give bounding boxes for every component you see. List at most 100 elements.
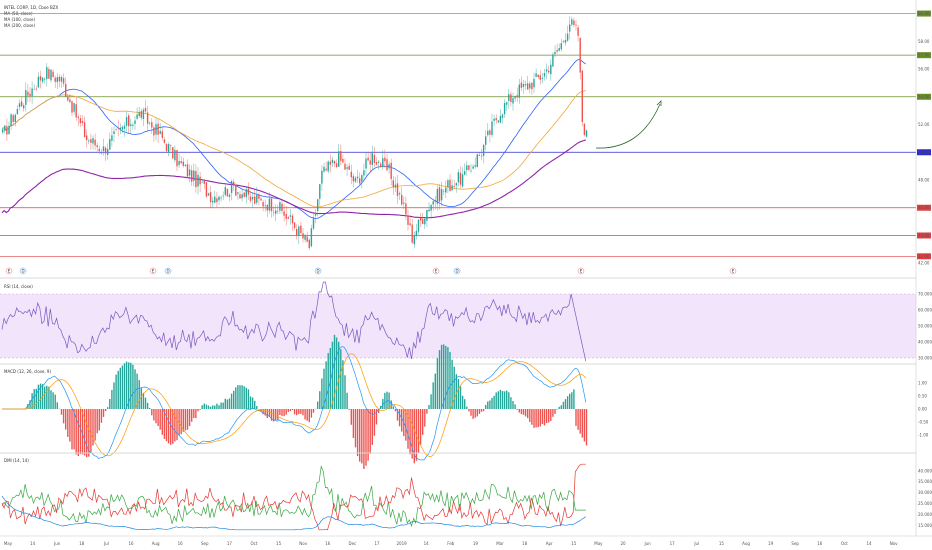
time-tick-label: 18	[79, 541, 85, 546]
macd-hist-bar	[54, 394, 56, 409]
candle-body	[434, 200, 436, 202]
macd-hist-bar	[501, 390, 504, 409]
macd-line	[2, 345, 587, 461]
macd-hist-bar	[134, 369, 136, 409]
macd-hist-bar	[449, 351, 451, 409]
macd-hist-bar	[419, 409, 422, 445]
macd-hist-bar	[455, 374, 457, 409]
price-axis[interactable]: 58.00 56.00 54.00 52.00 50.00 48.00 46.00 44.00…	[917, 10, 932, 528]
macd-hist-bar	[29, 400, 31, 409]
macd-hist-bar	[533, 409, 535, 428]
macd-hist-bar	[115, 374, 117, 409]
dmi-tick-label: 15.0000	[918, 523, 932, 528]
candle-body	[285, 214, 287, 219]
macd-hist-bar	[230, 393, 233, 409]
macd-hist-bar	[285, 409, 287, 415]
dmi-title: DMI (14, 14)	[4, 458, 29, 463]
macd-hist-bar	[386, 391, 388, 409]
candle-body	[275, 210, 277, 214]
macd-hist-bar	[140, 387, 142, 409]
candle-body	[130, 124, 132, 126]
macd-hist-bar	[65, 409, 67, 430]
macd-hist-bar	[382, 399, 384, 409]
macd-hist-bar	[304, 409, 306, 420]
macd-hist-bar	[298, 409, 300, 415]
time-tick-label: 14	[30, 541, 36, 546]
time-tick-label: Apr	[546, 541, 553, 546]
candle-body	[270, 198, 273, 212]
event-marker-label: D	[166, 269, 169, 274]
macd-hist-bar	[172, 409, 174, 444]
candle-body	[327, 161, 329, 172]
rsi-pane[interactable]: RSI (14, close)	[0, 281, 916, 362]
time-axis[interactable]: May 14 Jun 18 Jul 16 Aug 16 Sep 17 Oct 15 Nov 16 Dec 17…	[4, 541, 898, 546]
candle-body	[65, 84, 67, 97]
candle-body	[12, 115, 14, 123]
candle-body	[193, 170, 195, 181]
candle-body	[348, 165, 350, 170]
forecast-arrow-head	[656, 100, 662, 106]
macd-hist-bar	[575, 409, 577, 426]
macd-hist-bar	[270, 409, 273, 421]
candle-body	[18, 103, 21, 108]
candle-body	[468, 165, 470, 170]
macd-hist-bar	[405, 409, 407, 441]
macd-hist-bar	[407, 409, 409, 449]
macd-hist-bar	[482, 409, 485, 412]
macd-hist-bar	[291, 409, 294, 411]
macd-hist-bar	[445, 345, 447, 409]
candle-body	[545, 69, 548, 72]
dmi-pane[interactable]: DMI (14, 14)	[1, 458, 586, 531]
macd-hist-bar	[220, 402, 222, 409]
macd-hist-bar	[436, 358, 439, 409]
candle-body	[432, 201, 434, 205]
candle-body	[182, 161, 184, 166]
candle-body	[554, 52, 556, 55]
rsi-tick-label: 40.0000	[918, 340, 932, 345]
macd-hist-bar	[543, 409, 546, 426]
candle-body	[489, 130, 491, 135]
candle-body	[291, 215, 294, 224]
candle-body	[514, 96, 516, 99]
time-tick-label: 17	[227, 541, 233, 546]
macd-hist-bar	[90, 409, 92, 453]
candle-body	[94, 139, 96, 146]
candle-body	[466, 165, 468, 171]
candle-body	[464, 171, 466, 175]
macd-hist-bar	[146, 402, 149, 409]
macd-hist-bar	[323, 368, 325, 409]
macd-hist-bar	[447, 347, 449, 409]
candle-body	[239, 194, 241, 199]
macd-hist-bar	[256, 405, 258, 409]
macd-hist-bar	[508, 392, 510, 409]
macd-hist-bar	[476, 409, 478, 417]
time-tick-label: Aug	[742, 541, 750, 546]
macd-hist-bar	[247, 389, 250, 409]
macd-hist-bar	[308, 409, 310, 423]
candle-body	[161, 131, 163, 138]
candle-body	[388, 164, 390, 169]
macd-hist-bar	[394, 409, 397, 412]
macd-hist-bar	[296, 409, 298, 416]
candle-body	[411, 224, 413, 243]
macd-hist-bar	[340, 349, 342, 409]
candle-body	[340, 151, 342, 161]
time-tick-label: Jun	[643, 541, 651, 546]
candle-body	[237, 192, 239, 194]
time-tick-label: 16	[817, 541, 823, 546]
candle-body	[424, 218, 426, 225]
macd-hist-bar	[48, 386, 50, 409]
macd-hist-bar	[464, 399, 466, 409]
level-badge	[917, 52, 931, 59]
candle-body	[478, 154, 481, 156]
macd-pane[interactable]: MACD (12, 26, close, 9)	[2, 334, 588, 469]
candle-body	[174, 149, 176, 161]
candle-body	[363, 170, 365, 176]
candle-body	[367, 157, 369, 161]
macd-hist-bar	[31, 393, 33, 409]
candle-body	[485, 136, 487, 145]
candle-body	[199, 176, 201, 185]
